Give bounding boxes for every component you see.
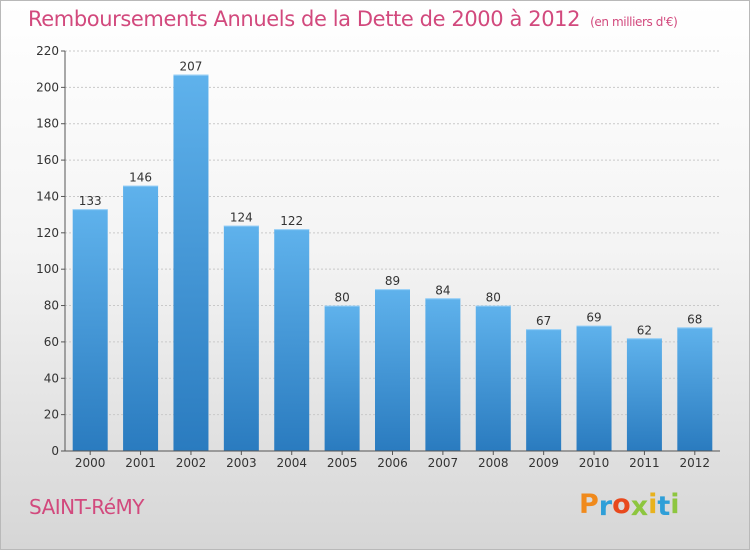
brand-letter: P (579, 489, 599, 520)
x-tick-label: 2005 (327, 456, 358, 470)
brand-letter: x (630, 491, 649, 522)
x-tick-label: 2012 (680, 456, 711, 470)
brand-letter: r (598, 491, 613, 522)
x-tick-label: 2003 (226, 456, 257, 470)
x-tick-label: 2008 (478, 456, 509, 470)
x-tick-label: 2000 (75, 456, 106, 470)
bar-2007 (425, 298, 461, 451)
city-name: SAINT-RéMY (29, 495, 144, 519)
x-tick-label: 2004 (276, 456, 307, 470)
y-tick-label: 80 (44, 299, 59, 313)
brand-letter: t (657, 491, 671, 522)
data-labels: 133 146 207 124 122 80 89 84 80 67 69 62 68 (79, 60, 703, 338)
bars (72, 74, 713, 452)
data-label: 122 (280, 214, 303, 228)
y-tick-label: 200 (36, 80, 59, 94)
x-tick-label: 2001 (125, 456, 156, 470)
brand-logo: Proxiti (579, 489, 680, 522)
y-tick-label: 0 (51, 444, 59, 458)
data-label: 69 (586, 311, 601, 325)
bar-2012 (677, 327, 713, 451)
brand-letter: i (670, 489, 680, 520)
bar-2003 (223, 225, 259, 451)
brand-letter: i (648, 489, 658, 520)
data-label: 67 (536, 314, 551, 328)
data-label: 80 (334, 291, 349, 305)
y-tick-label: 120 (36, 226, 59, 240)
y-tick-label: 140 (36, 189, 59, 203)
data-label: 133 (79, 194, 102, 208)
data-label: 124 (230, 211, 253, 225)
chart-subtitle: (en milliers d'€) (590, 15, 678, 29)
data-label: 84 (435, 283, 450, 297)
data-label: 146 (129, 171, 152, 185)
y-tick-label: 60 (44, 335, 59, 349)
data-label: 68 (687, 312, 702, 326)
bar-2001 (123, 185, 159, 451)
bar-2005 (324, 305, 360, 451)
y-tick-label: 20 (44, 408, 59, 422)
bar-2004 (274, 229, 310, 451)
y-tick-label: 220 (36, 44, 59, 58)
brand-letter: o (612, 489, 631, 520)
data-label: 80 (486, 291, 501, 305)
chart-title: Remboursements Annuels de la Dette de 20… (28, 7, 678, 31)
x-tick-label: 2009 (528, 456, 559, 470)
x-tick-label: 2007 (428, 456, 459, 470)
data-label: 89 (385, 274, 400, 288)
y-tick-label: 160 (36, 153, 59, 167)
bar-2010 (576, 325, 612, 451)
bar-2006 (375, 289, 410, 451)
chart-title-text: Remboursements Annuels de la Dette de 20… (28, 7, 581, 31)
bar-2009 (526, 329, 562, 451)
bar-2008 (475, 305, 511, 451)
bar-2000 (72, 209, 108, 451)
y-tick-label: 180 (36, 117, 59, 131)
x-tick-label: 2011 (629, 456, 660, 470)
bar-2002 (173, 74, 209, 452)
data-label: 207 (180, 60, 203, 74)
data-label: 62 (637, 323, 652, 337)
x-tick-label: 2002 (176, 456, 207, 470)
axes: 0 20 40 60 80 100 120 140 160 180 200 220 2000 2001 20… (36, 44, 720, 470)
x-tick-label: 2006 (377, 456, 408, 470)
x-tick-label: 2010 (579, 456, 610, 470)
y-tick-label: 100 (36, 262, 59, 276)
bar-2011 (626, 338, 662, 451)
y-tick-label: 40 (44, 371, 59, 385)
